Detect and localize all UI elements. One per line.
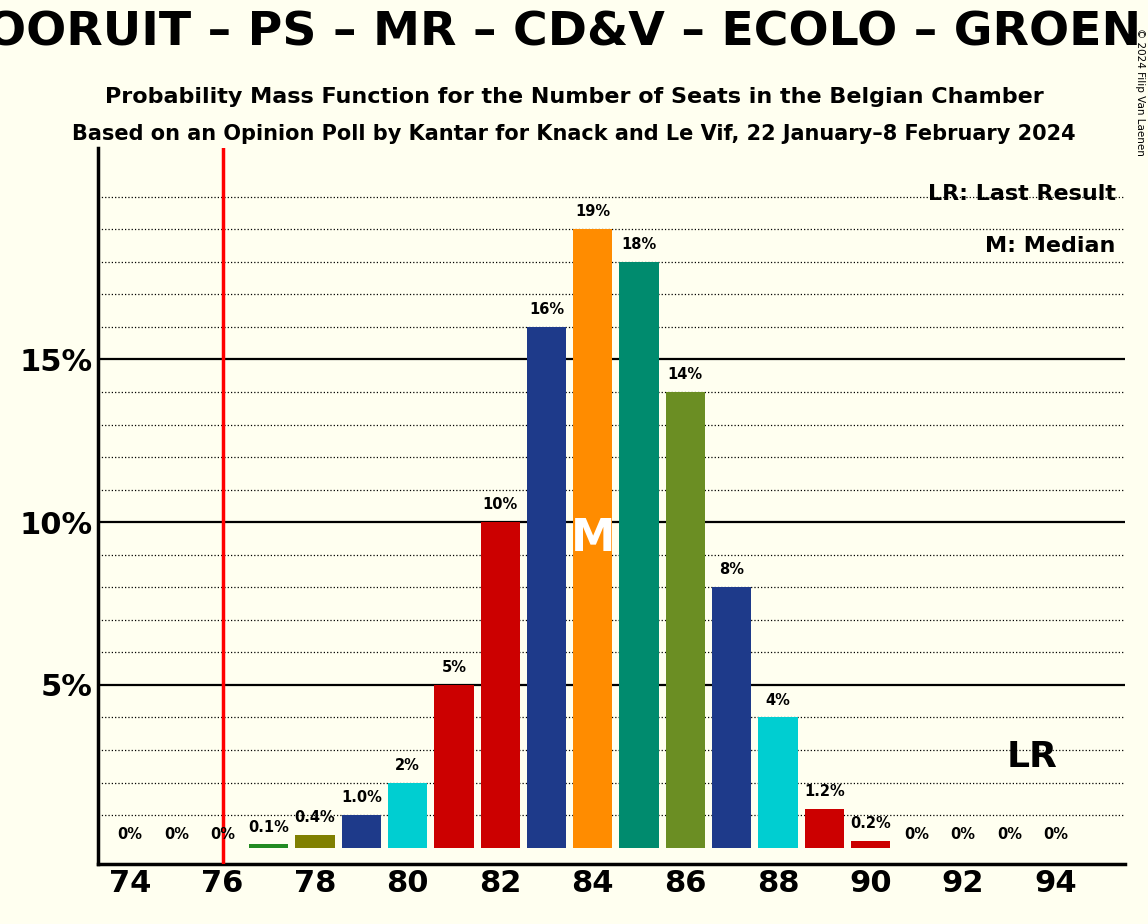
Bar: [805, 808, 844, 847]
Text: 16%: 16%: [529, 302, 564, 317]
Bar: [712, 588, 751, 847]
Bar: [342, 815, 381, 847]
Text: 0%: 0%: [996, 827, 1022, 842]
Text: 0%: 0%: [951, 827, 976, 842]
Text: 0%: 0%: [164, 827, 188, 842]
Bar: [851, 841, 890, 847]
Text: 0%: 0%: [1044, 827, 1068, 842]
Bar: [481, 522, 520, 847]
Text: LR: Last Result: LR: Last Result: [928, 184, 1116, 203]
Text: M: Median: M: Median: [985, 236, 1116, 256]
Bar: [527, 327, 566, 847]
Text: 5%: 5%: [442, 660, 466, 675]
Text: 10%: 10%: [482, 497, 518, 513]
Text: 0.2%: 0.2%: [851, 817, 891, 832]
Text: 0%: 0%: [117, 827, 142, 842]
Bar: [620, 261, 659, 847]
Text: LR: LR: [1007, 739, 1058, 773]
Text: 0%: 0%: [905, 827, 929, 842]
Text: Probability Mass Function for the Number of Seats in the Belgian Chamber: Probability Mass Function for the Number…: [104, 87, 1044, 107]
Bar: [573, 229, 613, 847]
Text: 4%: 4%: [766, 693, 790, 708]
Text: Based on an Opinion Poll by Kantar for Knack and Le Vif, 22 January–8 February 2: Based on an Opinion Poll by Kantar for K…: [72, 124, 1076, 144]
Text: 14%: 14%: [668, 367, 703, 383]
Bar: [434, 685, 474, 847]
Text: © 2024 Filip Van Laenen: © 2024 Filip Van Laenen: [1135, 28, 1145, 155]
Text: 2%: 2%: [395, 758, 420, 772]
Text: 1.0%: 1.0%: [341, 790, 382, 806]
Text: OORUIT – PS – MR – CD&V – ECOLO – GROEN – VLD –: OORUIT – PS – MR – CD&V – ECOLO – GROEN …: [0, 10, 1148, 55]
Text: 0.4%: 0.4%: [295, 809, 335, 825]
Bar: [759, 717, 798, 847]
Text: 0.1%: 0.1%: [248, 820, 289, 834]
Bar: [249, 845, 288, 847]
Text: 0%: 0%: [210, 827, 235, 842]
Text: 19%: 19%: [575, 204, 611, 219]
Text: M: M: [571, 517, 615, 560]
Bar: [666, 392, 705, 847]
Bar: [388, 783, 427, 847]
Bar: [295, 834, 335, 847]
Text: 8%: 8%: [719, 563, 744, 578]
Text: 1.2%: 1.2%: [804, 784, 845, 799]
Text: 18%: 18%: [621, 237, 657, 252]
